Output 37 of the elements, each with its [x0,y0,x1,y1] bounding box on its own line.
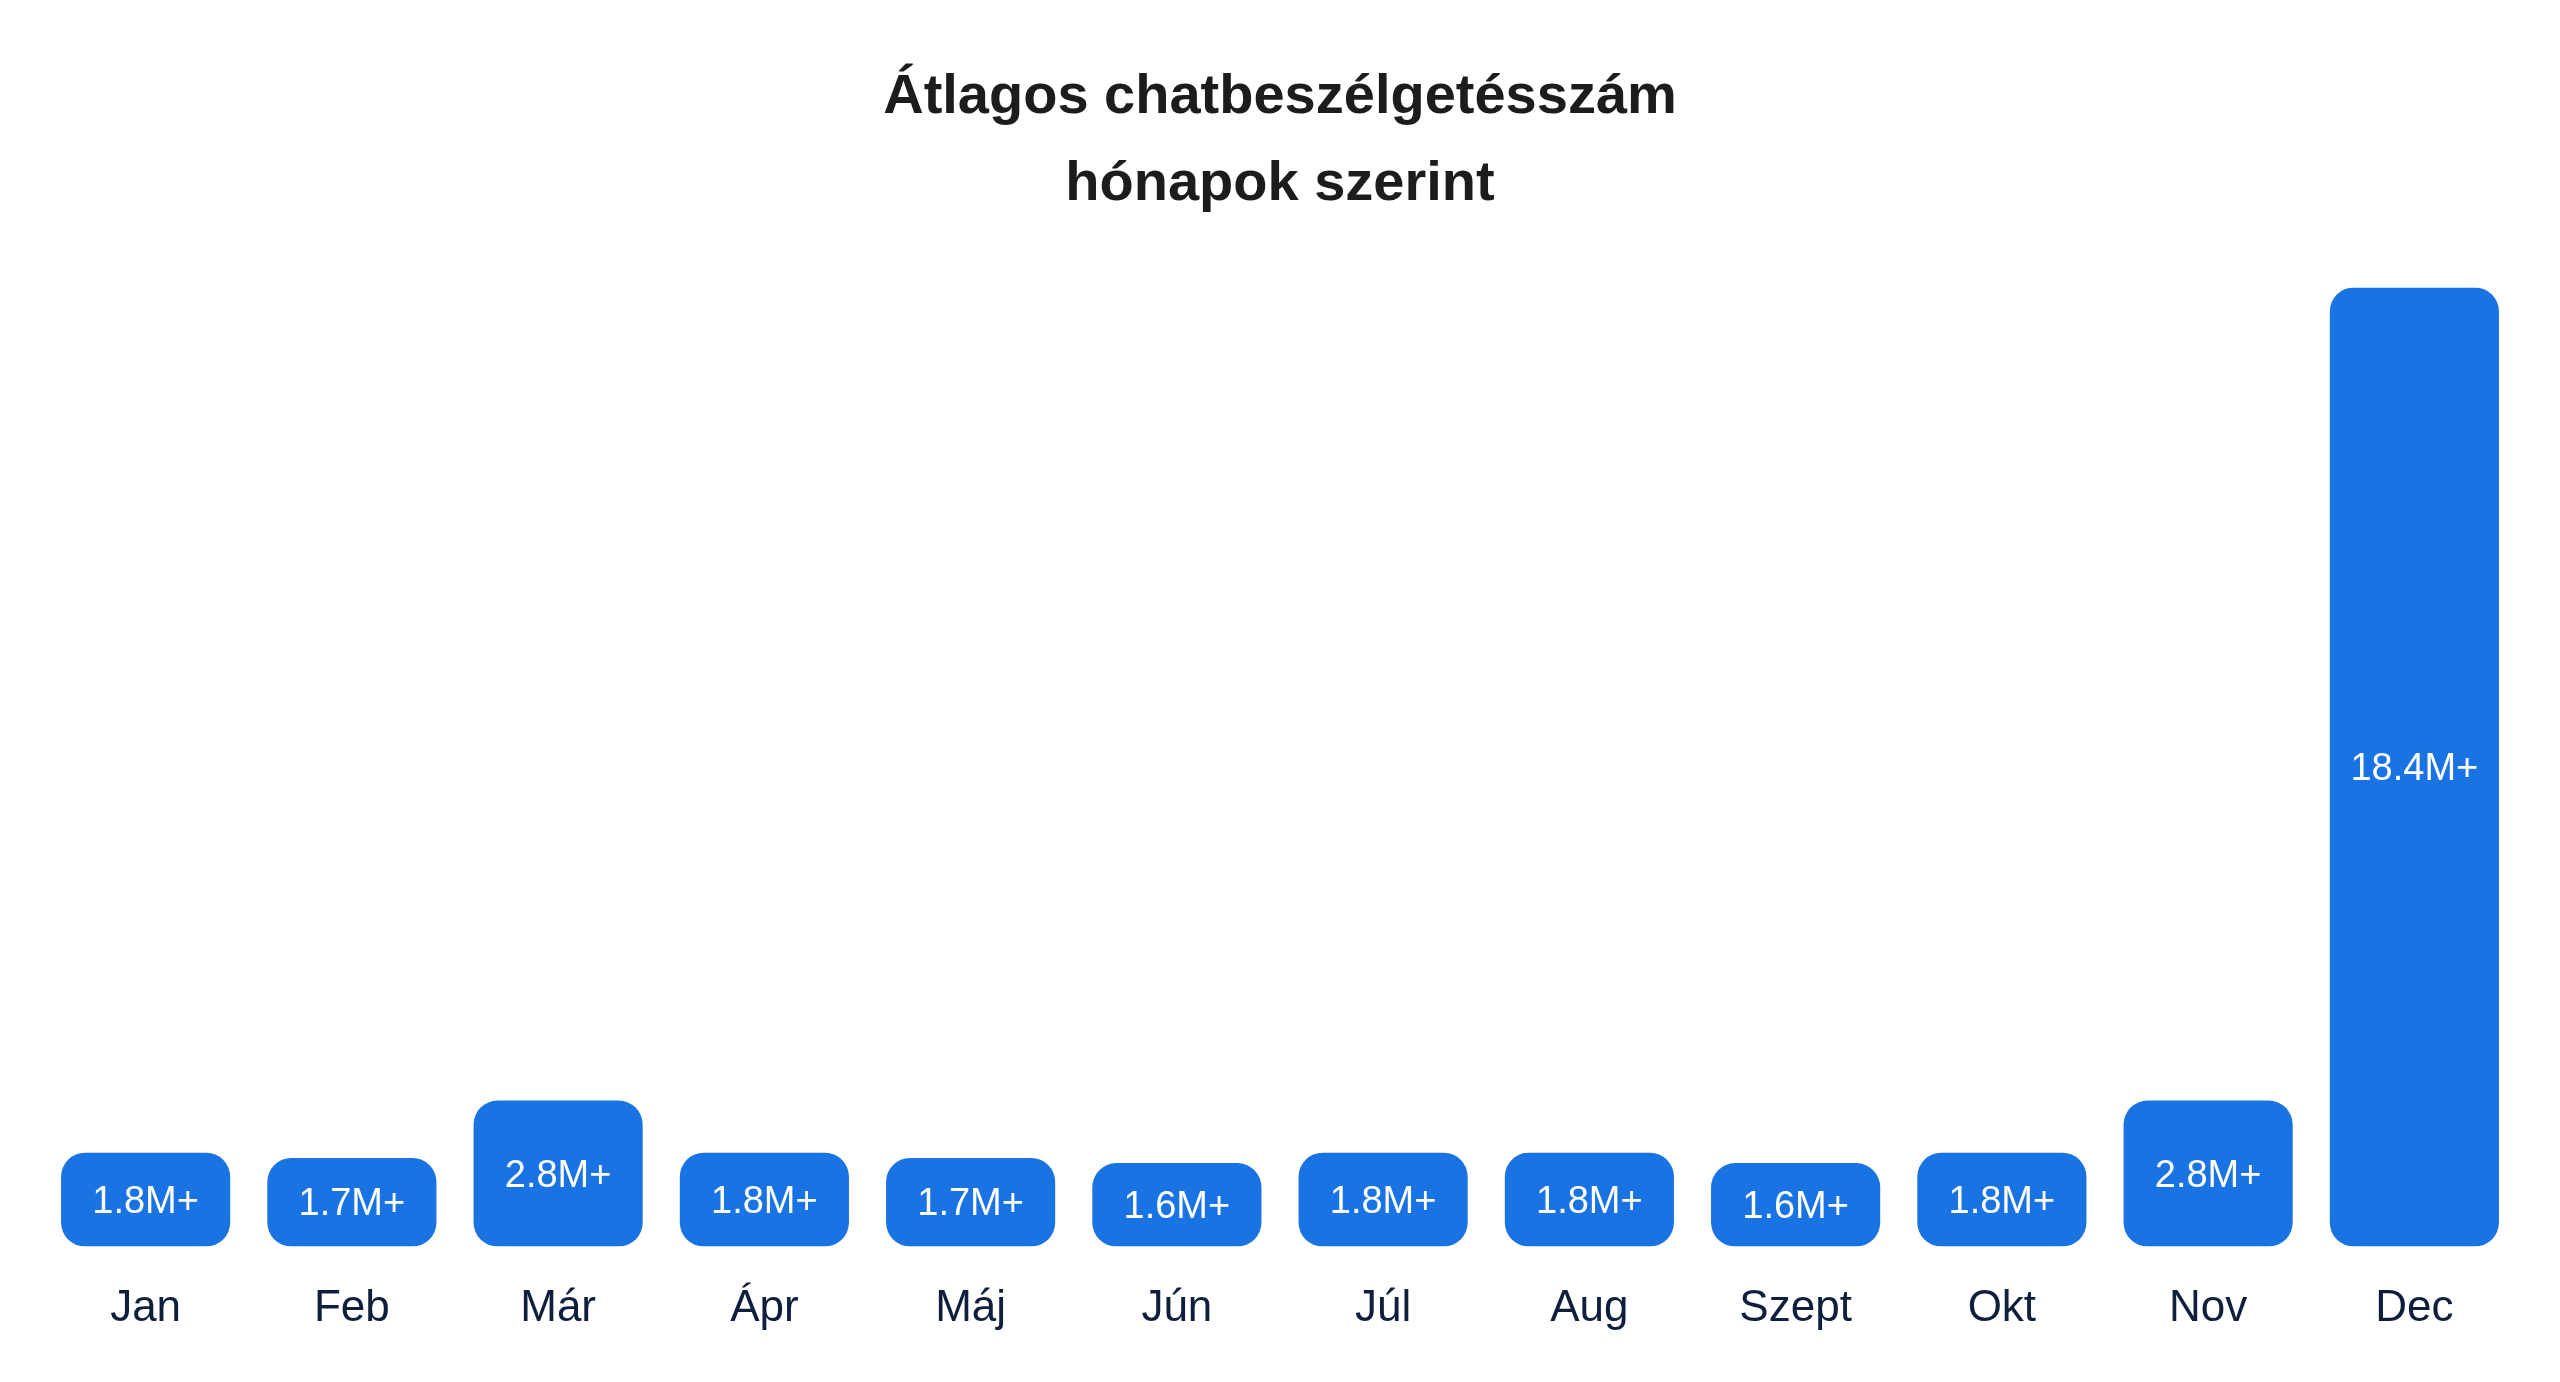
x-tick-label: Okt [1967,1280,2037,1330]
bar [2123,1100,2293,1247]
x-tick-label: Feb [313,1280,390,1330]
data-label: 1.8M+ [1536,1178,1643,1221]
bar [886,1157,1056,1247]
x-tick-label: Jún [1141,1280,1213,1330]
x-tick-label: Dec [2375,1280,2454,1330]
x-tick-label: Júl [1355,1280,1412,1330]
bar [1711,1163,1881,1247]
data-label: 1.8M+ [711,1178,818,1221]
x-tick-label: Jan [110,1280,182,1330]
data-label: 1.7M+ [917,1181,1024,1224]
bar [679,1152,849,1247]
bar [1917,1152,2087,1247]
x-tick-label: Máj [935,1280,1007,1330]
data-label: 1.7M+ [298,1181,406,1224]
bar [473,1100,643,1247]
x-tick-label: Ápr [730,1280,799,1330]
data-label: 18.4M+ [2350,746,2479,788]
data-label: 1.6M+ [1742,1183,1849,1226]
data-label: 2.8M+ [2154,1152,2262,1195]
bar [2329,287,2499,1247]
data-label: 1.8M+ [92,1178,199,1221]
x-tick-label: Szept [1739,1280,1852,1330]
bar [1504,1152,1674,1247]
x-tick-label: Aug [1550,1280,1629,1330]
x-tick-label: Nov [2169,1280,2248,1330]
chart-title: Átlagos chatbeszélgetésszám hónapok szerint [883,61,1677,214]
data-label: 1.8M+ [1948,1178,2056,1221]
data-label: 1.8M+ [1329,1178,1437,1221]
bar [1298,1152,1468,1247]
bar [267,1157,437,1247]
bar [1092,1163,1262,1247]
x-tick-label: Már [520,1280,597,1330]
data-label: 1.6M+ [1123,1183,1231,1226]
bar [61,1152,231,1247]
data-label: 2.8M+ [504,1152,612,1195]
